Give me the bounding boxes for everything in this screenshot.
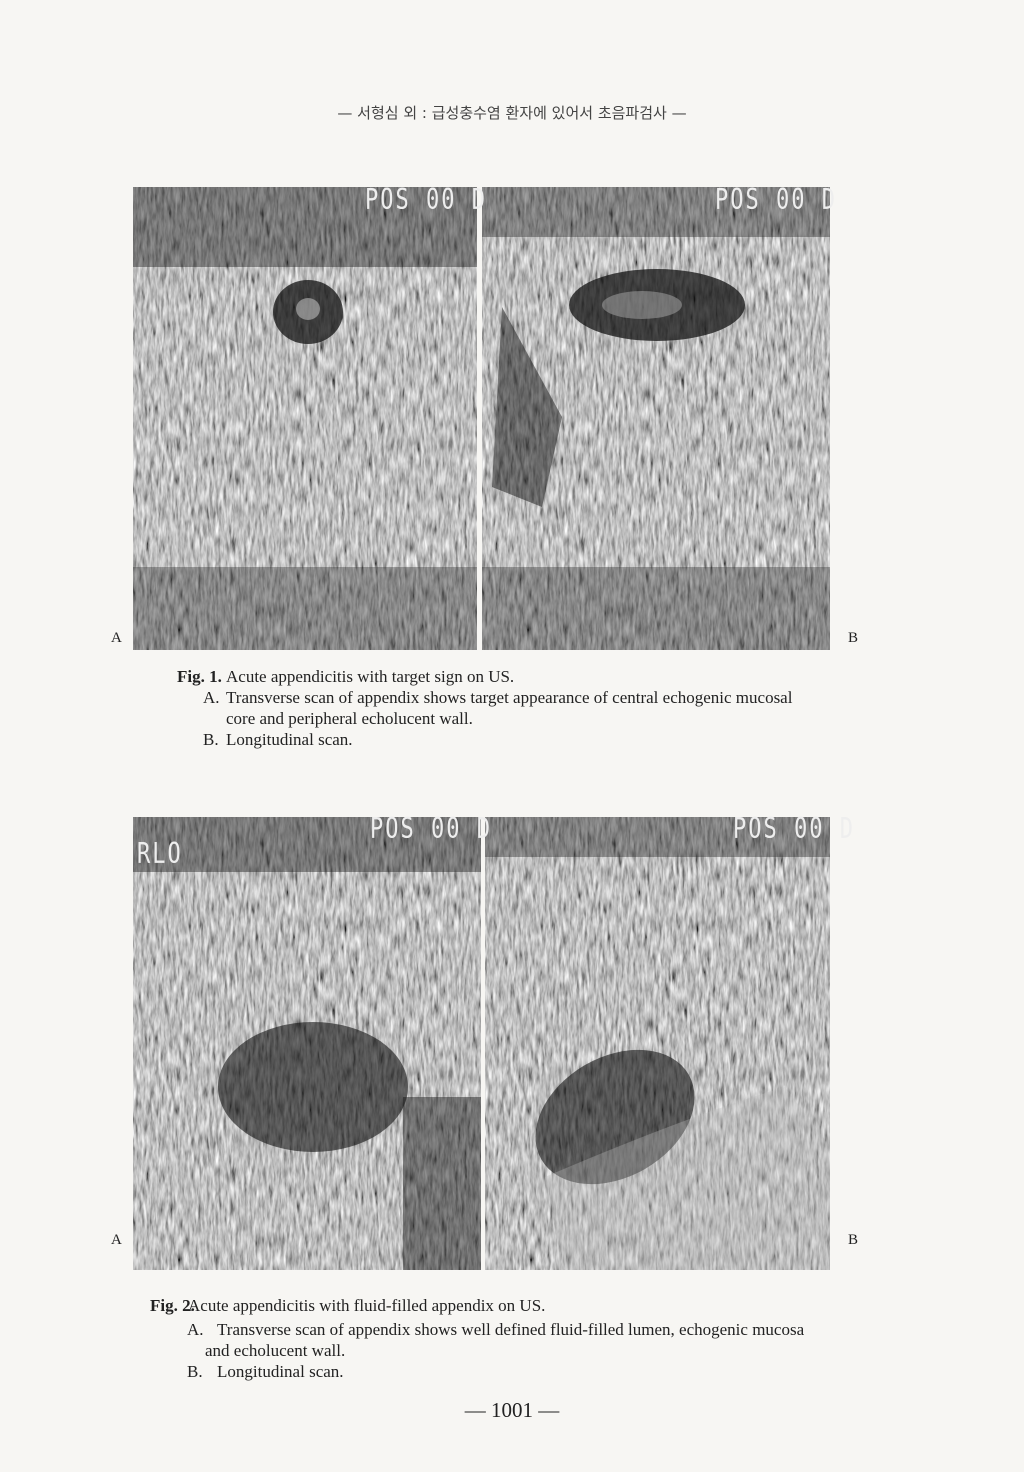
figure-label: Fig. 2. — [150, 1296, 195, 1315]
page-number: — 1001 — — [464, 1398, 560, 1422]
overlay-text: RLO — [137, 838, 183, 871]
caption-line: Transverse scan of appendix shows target… — [226, 688, 793, 707]
caption-item-label: A. — [187, 1320, 204, 1339]
ultrasound-image — [482, 187, 830, 650]
running-header: — 서형심 외 : 급성충수염 환자에 있어서 초음파검사 — — [337, 104, 687, 122]
ultrasound-image — [133, 187, 477, 650]
panel-label: B — [848, 1232, 859, 1248]
caption-title: Acute appendicitis with fluid-filled app… — [188, 1296, 546, 1315]
figure-label: Fig. 1. — [177, 667, 222, 686]
overlay-text: POS 00 D — [733, 813, 855, 846]
caption-title: Acute appendicitis with target sign on U… — [226, 667, 515, 686]
caption-line: Transverse scan of appendix shows well d… — [217, 1320, 805, 1339]
panel-label: A — [111, 630, 122, 646]
caption-item-label: A. — [203, 688, 220, 707]
overlay-text: POS 00 D — [715, 184, 837, 217]
caption-line: Longitudinal scan. — [217, 1362, 344, 1381]
caption-line: and echolucent wall. — [205, 1341, 346, 1360]
ultrasound-image — [485, 817, 830, 1270]
panel-label: B — [848, 630, 859, 646]
ultrasound-image — [133, 817, 481, 1270]
overlay-text: POS 00 D — [365, 184, 487, 217]
caption-item-label: B. — [187, 1362, 203, 1381]
panel-label: A — [111, 1232, 122, 1248]
caption-line: Longitudinal scan. — [226, 730, 353, 749]
caption-item-label: B. — [203, 730, 219, 749]
overlay-text: POS 00 D — [370, 813, 492, 846]
caption-line: core and peripheral echolucent wall. — [226, 709, 473, 728]
